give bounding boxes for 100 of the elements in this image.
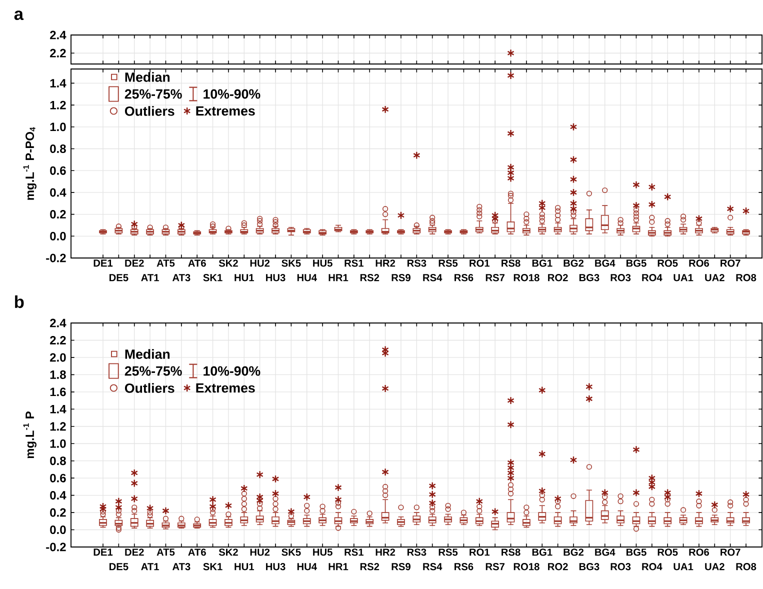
y-tick-label: 0.6 [50, 474, 66, 482]
x-tick-label: RS3 [407, 548, 426, 556]
x-tick-label: BG3 [579, 274, 600, 282]
x-tick-label: AT3 [172, 274, 190, 282]
x-tick-label: RO4 [642, 274, 662, 282]
x-tick-label: RO3 [610, 563, 631, 570]
x-tick-label: RS4 [423, 563, 442, 570]
x-tick-label: RO18 [514, 274, 540, 282]
x-tick-label: RS3 [407, 260, 426, 267]
x-tick-label: RS7 [486, 563, 504, 570]
y-tick-label: 1.2 [50, 422, 66, 431]
x-tick-label: BG4 [595, 260, 616, 267]
x-tick-label: RO1 [470, 548, 490, 556]
x-tick-label: RS5 [438, 548, 458, 556]
x-tick-label: SK1 [203, 274, 222, 282]
x-tick-label: AT1 [141, 563, 159, 570]
x-tick-label: RS1 [344, 548, 364, 556]
y-tick-label: 0.4 [50, 491, 66, 500]
y-axis-title: mg.L$^{-1}$ P [23, 412, 36, 458]
x-tick-label: UA1 [674, 563, 694, 570]
y-tick-label: 0.2 [50, 210, 66, 219]
x-tick-label: DE2 [125, 548, 144, 556]
x-tick-label: UA2 [705, 563, 724, 570]
y-tick-label: 0.2 [50, 508, 66, 517]
x-tick-label: BG2 [564, 548, 584, 556]
y-tick-label: 0.6 [50, 166, 66, 175]
y-tick-label: 1.8 [50, 370, 66, 379]
x-tick-label: AT5 [156, 548, 175, 556]
x-tick-label: AT6 [188, 548, 206, 556]
x-tick-label: RS6 [454, 563, 474, 570]
x-tick-label: HU1 [234, 563, 254, 570]
x-tick-label: RO5 [658, 548, 678, 556]
x-tick-label: RS2 [360, 274, 380, 282]
y-tick-label: 1.6 [50, 388, 66, 396]
x-tick-label: HU5 [313, 548, 332, 556]
x-tick-label: SK2 [218, 260, 238, 267]
x-tick-label: RS1 [344, 260, 364, 267]
y-tick-label: 2.2 [50, 336, 66, 344]
x-tick-label: RO2 [548, 274, 568, 282]
x-tick-label: UA2 [705, 274, 724, 282]
x-tick-label: HR2 [376, 548, 396, 556]
x-tick-label: DE5 [109, 563, 128, 570]
x-tick-label: BG5 [626, 260, 646, 267]
x-tick-label: HU4 [297, 274, 317, 282]
x-tick-label: SK5 [282, 548, 301, 556]
y-tick-label: 0.4 [50, 188, 66, 197]
x-tick-label: RS8 [502, 548, 520, 556]
x-tick-label: RO7 [720, 548, 740, 556]
x-tick-label: AT5 [156, 260, 175, 267]
x-tick-label: BG3 [579, 563, 600, 570]
x-tick-label: RO8 [736, 563, 756, 570]
chart-title: a [14, 10, 24, 20]
y-tick-label: 1.4 [50, 405, 66, 414]
x-tick-label: RO5 [658, 260, 678, 267]
annotation: Median [125, 72, 170, 82]
x-tick-label: SK2 [218, 548, 238, 556]
annotation: Outliers [124, 106, 174, 116]
legend-label: Extremes [196, 106, 255, 116]
x-tick-label: UA1 [674, 274, 694, 282]
x-tick-label: AT1 [141, 274, 159, 282]
annotation: 25%-75% [124, 366, 182, 376]
x-tick-label: DE1 [94, 260, 113, 267]
x-tick-label: RO4 [642, 563, 662, 570]
x-tick-label: RO1 [470, 260, 490, 267]
x-tick-label: HU3 [266, 274, 286, 282]
x-tick-label: DE5 [109, 274, 128, 282]
x-tick-label: RS2 [360, 563, 380, 570]
x-tick-label: SK5 [282, 260, 301, 267]
x-tick-label: DE1 [94, 548, 113, 556]
x-tick-label: RO2 [548, 563, 568, 570]
x-tick-label: DE2 [125, 260, 144, 267]
x-tick-label: HU2 [250, 260, 270, 267]
x-tick-label: HR1 [328, 274, 348, 282]
y-tick-label: -0.2 [46, 542, 66, 552]
y-tick-label: 1.4 [50, 79, 66, 88]
x-tick-label: BG5 [626, 548, 646, 556]
x-tick-label: RO7 [720, 260, 740, 267]
y-tick-label: 0.0 [50, 232, 66, 240]
x-tick-label: HU1 [234, 274, 254, 282]
y-tick-label: 2.2 [50, 48, 66, 58]
y-tick-label: 2.4 [50, 30, 66, 40]
x-tick-label: RO6 [689, 260, 710, 267]
x-tick-label: RO6 [689, 548, 710, 556]
annotation: 25%-75% [124, 89, 182, 99]
x-tick-label: HR1 [328, 563, 348, 570]
annotation: Median [125, 349, 170, 359]
legend-label: Extremes [196, 383, 255, 393]
chart-title: b [15, 295, 24, 308]
x-tick-label: AT6 [188, 260, 206, 267]
annotation: 10%-90% [204, 366, 260, 376]
x-tick-label: RS5 [438, 260, 458, 267]
y-tick-label: 1.2 [50, 100, 66, 110]
x-tick-label: HR2 [376, 260, 396, 267]
x-tick-label: RS4 [423, 274, 442, 282]
x-tick-label: BG4 [595, 548, 616, 556]
x-tick-label: RS9 [392, 274, 410, 282]
x-tick-label: RO8 [736, 274, 756, 282]
y-tick-label: -0.2 [46, 254, 66, 262]
x-tick-label: RO3 [610, 274, 631, 282]
x-tick-label: HU5 [313, 260, 332, 267]
